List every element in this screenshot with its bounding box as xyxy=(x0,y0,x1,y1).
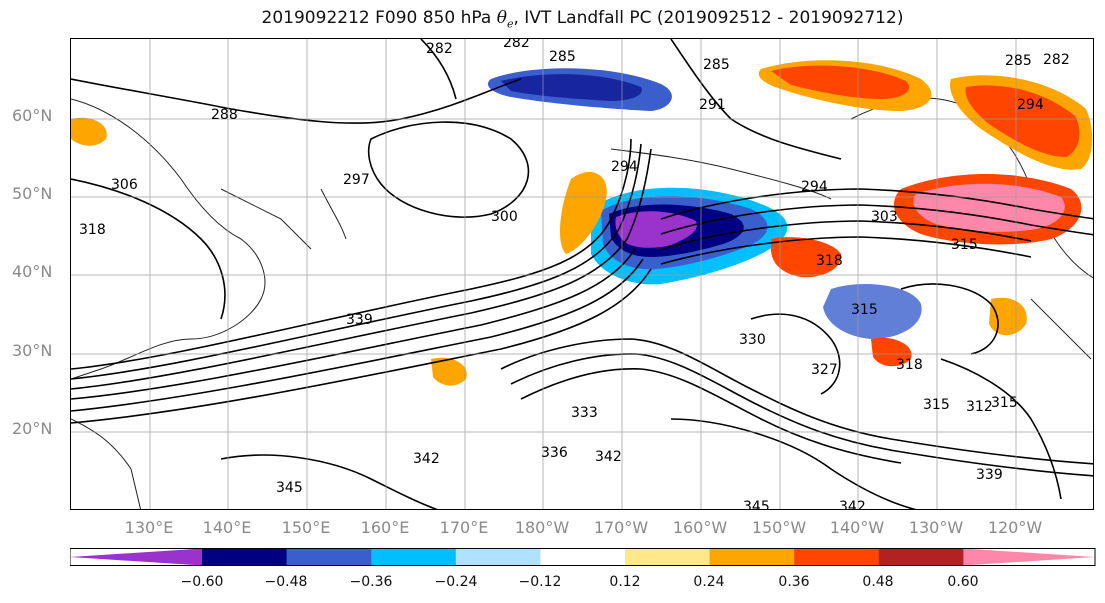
colorbar-tick-label: −0.60 xyxy=(180,574,224,590)
contour-label: 282 xyxy=(1043,52,1070,68)
lat-label: 30°N xyxy=(12,341,53,360)
colorbar-tick-label: 0.12 xyxy=(609,574,641,590)
lon-label: 140°W xyxy=(829,518,885,537)
contour-label: 315 xyxy=(951,237,978,253)
contour-label: 342 xyxy=(595,449,622,465)
contour-label: 294 xyxy=(1017,97,1044,113)
map-canvas: 282 282 285 285 291 288 297 294 285 294 … xyxy=(71,39,1093,510)
colorbar-tick-label: 0.60 xyxy=(947,574,979,590)
contour-label: 285 xyxy=(703,57,730,73)
lon-label: 130°W xyxy=(908,518,964,537)
colorbar-cell xyxy=(963,548,1095,566)
contour-label: 345 xyxy=(743,499,770,510)
lon-label: 180°W xyxy=(514,518,570,537)
colorbar-tick-label: 0.36 xyxy=(778,574,810,590)
colorbar-cell xyxy=(70,548,202,566)
colorbar-tick-label: −0.36 xyxy=(349,574,393,590)
contour-label: 294 xyxy=(801,179,828,195)
colorbar-cell xyxy=(709,548,795,566)
lon-label: 130°E xyxy=(124,518,174,537)
colorbar-outline xyxy=(70,548,1096,566)
colorbar-cell xyxy=(455,548,541,566)
contour-label: 345 xyxy=(276,480,303,496)
theta-e-contours xyxy=(71,39,1093,509)
colorbar-cell xyxy=(878,548,964,566)
colorbar-cell xyxy=(625,548,711,566)
contour-label: 291 xyxy=(699,97,726,113)
colorbar-tick-label: 0.48 xyxy=(862,574,894,590)
contour-label: 333 xyxy=(571,405,598,421)
colorbar-tick-label: −0.48 xyxy=(264,574,308,590)
colorbar-tick-label: −0.12 xyxy=(518,574,562,590)
contour-label: 318 xyxy=(896,357,923,373)
contour-label: 288 xyxy=(211,107,238,123)
lat-label: 20°N xyxy=(12,419,53,438)
contour-labels: 282 282 285 285 291 288 297 294 285 294 … xyxy=(79,39,1070,510)
contour-label: 342 xyxy=(413,451,440,467)
contour-label: 282 xyxy=(503,39,530,51)
contour-label: 312 xyxy=(966,399,993,415)
colorbar-cell xyxy=(794,548,880,566)
gridlines xyxy=(71,39,1093,509)
map-title: 2019092212 F090 850 hPa θe, IVT Landfall… xyxy=(261,8,904,31)
contour-label: 306 xyxy=(111,177,138,193)
lat-label: 60°N xyxy=(12,106,53,125)
contour-label: 282 xyxy=(426,41,453,57)
lon-label: 150°W xyxy=(751,518,807,537)
contour-label: 294 xyxy=(611,159,638,175)
contour-label: 339 xyxy=(346,312,373,328)
lat-label: 50°N xyxy=(12,184,53,203)
lon-label: 150°E xyxy=(281,518,331,537)
contour-label: 300 xyxy=(491,209,518,225)
contour-label: 318 xyxy=(79,222,106,238)
contour-label: 339 xyxy=(976,467,1003,483)
contour-label: 315 xyxy=(923,397,950,413)
colorbar xyxy=(70,548,1096,566)
colorbar-cells xyxy=(70,548,1095,566)
colorbar-cell xyxy=(540,548,626,566)
contour-label: 330 xyxy=(739,332,766,348)
contour-label: 327 xyxy=(811,362,838,378)
map-panel: 282 282 285 285 291 288 297 294 285 294 … xyxy=(70,38,1094,510)
lon-label: 120°W xyxy=(987,518,1043,537)
contour-label: 336 xyxy=(541,445,568,461)
colorbar-cell xyxy=(286,548,372,566)
contour-label: 285 xyxy=(1005,53,1032,69)
lon-label: 140°E xyxy=(202,518,252,537)
colorbar-cell xyxy=(371,548,457,566)
lat-label: 40°N xyxy=(12,262,53,281)
contour-label: 315 xyxy=(851,302,878,318)
colorbar-tick-label: 0.24 xyxy=(693,574,725,590)
colorbar-cell xyxy=(202,548,288,566)
contour-label: 297 xyxy=(343,172,370,188)
contour-label: 318 xyxy=(816,253,843,269)
contour-label: 285 xyxy=(549,49,576,65)
lon-label: 170°W xyxy=(593,518,649,537)
contour-label: 342 xyxy=(839,499,866,510)
lon-label: 160°E xyxy=(360,518,410,537)
lon-label: 170°E xyxy=(439,518,489,537)
contour-label: 315 xyxy=(991,395,1018,411)
contour-label: 303 xyxy=(871,209,898,225)
colorbar-tick-label: −0.24 xyxy=(434,574,478,590)
lon-label: 160°W xyxy=(672,518,728,537)
